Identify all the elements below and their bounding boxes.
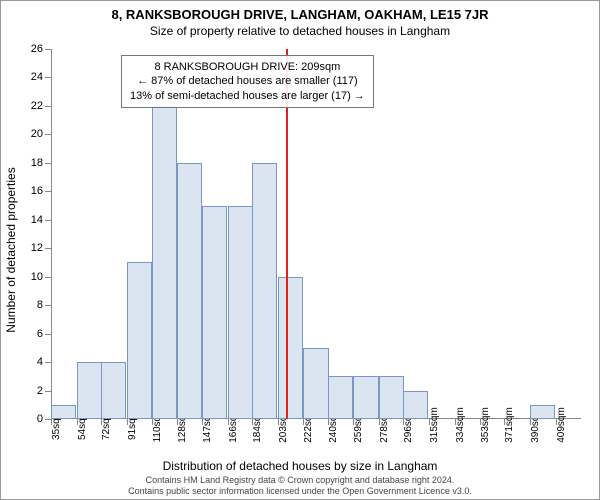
y-tick-label: 22	[31, 100, 43, 112]
chart-title-main: 8, RANKSBOROUGH DRIVE, LANGHAM, OAKHAM, …	[1, 1, 599, 22]
info-box: 8 RANKSBOROUGH DRIVE: 209sqm← 87% of det…	[121, 55, 374, 108]
x-tick-label: 409sqm	[556, 407, 567, 443]
y-tick-label: 10	[31, 271, 43, 283]
y-tick-label: 0	[37, 413, 43, 425]
chart-title-sub: Size of property relative to detached ho…	[1, 22, 599, 38]
y-tick	[45, 277, 51, 278]
histogram-bar	[101, 362, 126, 419]
histogram-bar	[379, 376, 404, 419]
histogram-bar	[403, 391, 428, 419]
y-tick-label: 18	[31, 157, 43, 169]
y-tick-label: 4	[37, 356, 43, 368]
chart-plot-area: 0246810121416182022242635sqm54sqm72sqm91…	[51, 49, 581, 419]
y-tick-label: 16	[31, 185, 43, 197]
histogram-bar	[152, 106, 177, 419]
histogram-bar	[127, 262, 152, 419]
histogram-bar	[278, 277, 303, 419]
y-tick-label: 14	[31, 214, 43, 226]
y-tick	[45, 106, 51, 107]
info-box-line2: ← 87% of detached houses are smaller (11…	[130, 74, 365, 88]
x-tick-label: 371sqm	[504, 407, 515, 443]
y-tick	[45, 49, 51, 50]
y-tick-label: 2	[37, 385, 43, 397]
y-tick	[45, 362, 51, 363]
y-tick	[45, 334, 51, 335]
x-tick-label: 334sqm	[455, 407, 466, 443]
histogram-bar	[530, 405, 555, 419]
y-tick	[45, 134, 51, 135]
histogram-bar	[328, 376, 353, 419]
x-tick-label: 353sqm	[480, 407, 491, 443]
x-tick-label: 315sqm	[429, 407, 440, 443]
y-tick	[45, 191, 51, 192]
info-box-line1: 8 RANKSBOROUGH DRIVE: 209sqm	[130, 60, 365, 74]
histogram-bar	[51, 405, 76, 419]
y-tick-label: 8	[37, 299, 43, 311]
histogram-bar	[353, 376, 378, 419]
y-tick	[45, 77, 51, 78]
y-axis-label: Number of detached properties	[4, 167, 18, 332]
y-tick	[45, 305, 51, 306]
info-box-line3: 13% of semi-detached houses are larger (…	[130, 89, 365, 103]
chart-container: 8, RANKSBOROUGH DRIVE, LANGHAM, OAKHAM, …	[0, 0, 600, 500]
y-tick-label: 20	[31, 128, 43, 140]
y-tick	[45, 391, 51, 392]
y-tick-label: 6	[37, 328, 43, 340]
histogram-bar	[228, 206, 253, 419]
y-tick	[45, 163, 51, 164]
histogram-bar	[252, 163, 277, 419]
histogram-bar	[77, 362, 102, 419]
histogram-bar	[177, 163, 202, 419]
y-tick-label: 12	[31, 242, 43, 254]
histogram-bar	[202, 206, 227, 419]
footer-line2: Contains public sector information licen…	[1, 486, 599, 497]
y-tick-label: 24	[31, 71, 43, 83]
y-tick	[45, 220, 51, 221]
y-tick	[45, 248, 51, 249]
y-tick-label: 26	[31, 43, 43, 55]
chart-footer: Contains HM Land Registry data © Crown c…	[1, 475, 599, 497]
x-axis-label: Distribution of detached houses by size …	[1, 459, 599, 473]
footer-line1: Contains HM Land Registry data © Crown c…	[1, 475, 599, 486]
histogram-bar	[303, 348, 328, 419]
